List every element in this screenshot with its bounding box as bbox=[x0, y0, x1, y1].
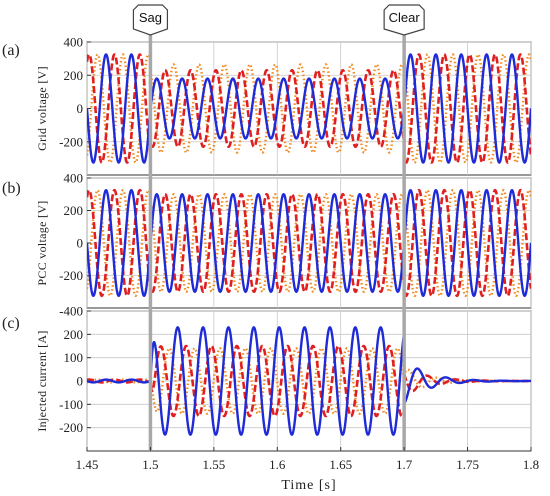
y-tick-label: 400 bbox=[64, 171, 84, 186]
phase-a-series bbox=[87, 188, 531, 298]
clear-event-label: Clear bbox=[389, 10, 421, 25]
y-tick-label: 0 bbox=[77, 101, 84, 116]
y-tick-label: -200 bbox=[59, 420, 83, 435]
y-tick-label: 200 bbox=[64, 68, 84, 83]
y-tick-label: -100 bbox=[59, 397, 83, 412]
x-tick-label: 1.65 bbox=[329, 457, 352, 472]
y-axis-label: Grid voltage [V] bbox=[35, 66, 49, 151]
phase-b-series bbox=[87, 344, 531, 418]
event-marker-sag: Sag bbox=[132, 4, 169, 451]
clear-callout-shape bbox=[383, 4, 425, 36]
y-tick-label: 200 bbox=[64, 203, 84, 218]
y-tick-label: 200 bbox=[64, 327, 84, 342]
y-tick-label: 400 bbox=[64, 35, 84, 50]
x-tick-label: 1.6 bbox=[269, 457, 286, 472]
phase-c-series bbox=[87, 53, 531, 164]
event-marker-clear: Clear bbox=[383, 4, 425, 451]
panels-layer: 400 200 0 -200 (a) Grid voltage [V] 400 200 0 -20… bbox=[2, 35, 532, 452]
panel-3: -400 200 100 0 -100 -200 (c) Injected current [… bbox=[2, 304, 532, 452]
x-tick-label: 1.45 bbox=[76, 457, 99, 472]
y-axis-label: Injected current [A] bbox=[35, 330, 49, 431]
sag-callout-shape bbox=[132, 4, 169, 36]
y-tick-label: -400 bbox=[59, 304, 83, 319]
panel-letter: (a) bbox=[2, 42, 20, 59]
sag-event-label: Sag bbox=[139, 10, 162, 25]
x-tick-label: 1.7 bbox=[396, 457, 413, 472]
y-tick-label: -200 bbox=[59, 268, 83, 283]
y-tick-label: 0 bbox=[77, 374, 84, 389]
phase-a-series bbox=[87, 326, 531, 436]
x-tick-label: 1.55 bbox=[202, 457, 225, 472]
y-tick-label: 0 bbox=[77, 236, 84, 251]
phase-a-series bbox=[87, 53, 531, 164]
x-axis-label: Time [s] bbox=[281, 478, 336, 493]
y-axis-label: PCC voltage [V] bbox=[35, 200, 49, 285]
panel-2: 400 200 0 -200 (b) PCC voltage [V] bbox=[2, 171, 532, 309]
panel-1: 400 200 0 -200 (a) Grid voltage [V] bbox=[2, 35, 532, 176]
panel-letter: (c) bbox=[2, 315, 20, 332]
y-tick-label: 100 bbox=[64, 350, 84, 365]
event-markers: Sag Clear bbox=[132, 4, 425, 451]
x-tick-label: 1.75 bbox=[456, 457, 479, 472]
y-tick-label: -200 bbox=[59, 134, 83, 149]
x-axis: Time [s] 1.45 1.5 1.55 1.6 1.65 1.7 1.75 1.8 bbox=[76, 447, 539, 493]
x-tick-label: 1.5 bbox=[142, 457, 158, 472]
x-tick-label: 1.8 bbox=[523, 457, 539, 472]
panel-letter: (b) bbox=[2, 180, 21, 197]
